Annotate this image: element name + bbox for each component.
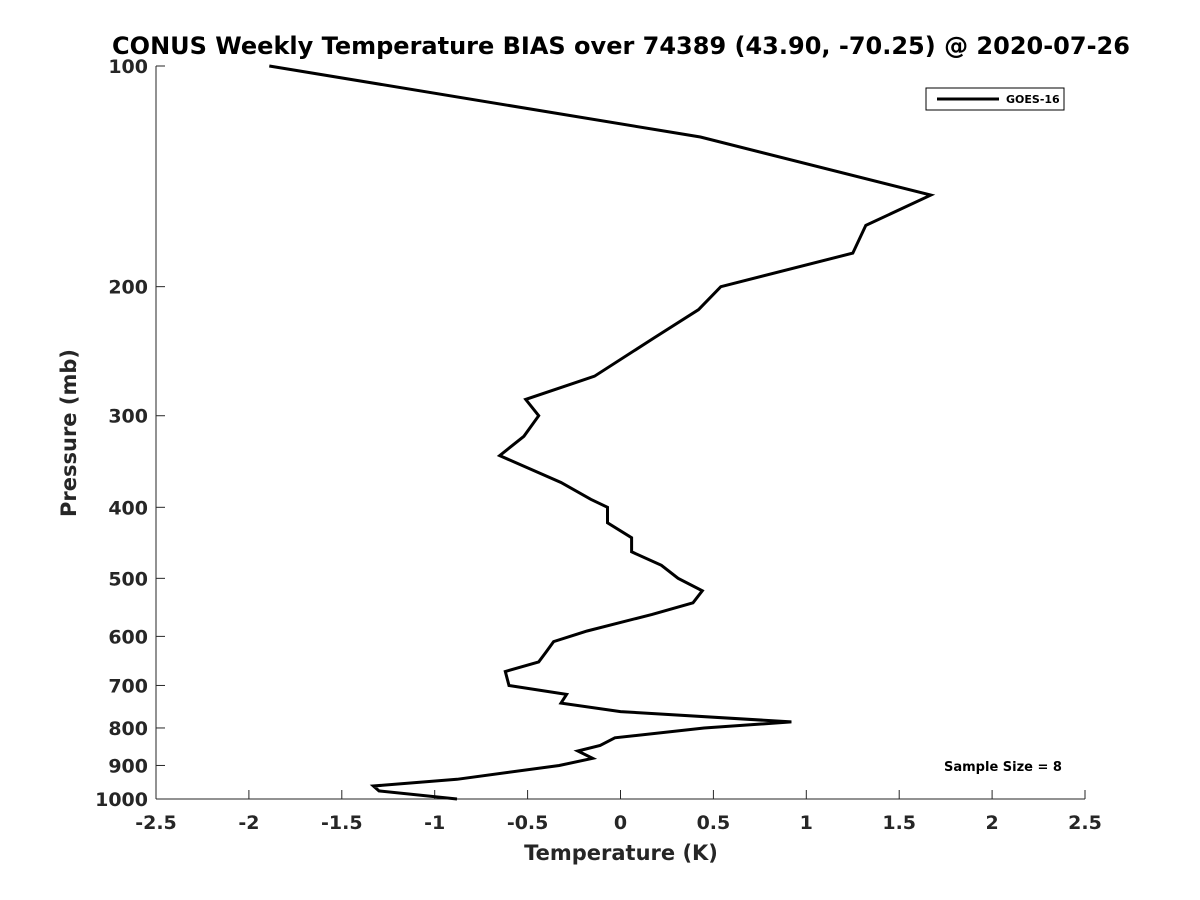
legend-label-goes-16: GOES-16 <box>1006 93 1060 106</box>
x-tick-label: 1.5 <box>882 812 916 834</box>
x-tick-label: -0.5 <box>507 812 549 834</box>
y-tick-label: 1000 <box>95 789 148 811</box>
x-tick-label: -1.5 <box>321 812 363 834</box>
plot-lines <box>269 64 936 801</box>
sample-size-annotation: Sample Size = 8 <box>944 760 1062 775</box>
x-tick-label: -2.5 <box>135 812 177 834</box>
x-tick-label: 2 <box>985 812 998 834</box>
y-tick-label: 900 <box>108 755 148 777</box>
x-tick-label: 2.5 <box>1068 812 1102 834</box>
axes: -2.5 -2 -1.5 -1 -0.5 0 0.5 1 1.5 2 2.5 100 200 300 400… <box>95 56 1102 834</box>
y-tick-label: 200 <box>108 277 148 299</box>
x-tick-label: -1 <box>424 812 445 834</box>
x-axis-title: Temperature (K) <box>524 841 718 865</box>
y-tick-label: 300 <box>108 406 148 428</box>
y-tick-label: 100 <box>108 56 148 78</box>
x-tick-label: 0.5 <box>697 812 731 834</box>
x-tick-label: -2 <box>238 812 259 834</box>
y-tick-label: 600 <box>108 626 148 648</box>
y-tick-label: 500 <box>108 568 148 590</box>
series-line-goes-16 <box>269 64 936 801</box>
legend: GOES-16 <box>925 87 1065 111</box>
x-tick-label: 0 <box>614 812 627 834</box>
y-tick-label: 800 <box>108 718 148 740</box>
y-tick-label: 400 <box>108 497 148 519</box>
chart-title: CONUS Weekly Temperature BIAS over 74389… <box>112 32 1130 60</box>
y-axis-title: Pressure (mb) <box>57 349 81 517</box>
x-tick-label: 1 <box>800 812 813 834</box>
y-tick-label: 700 <box>108 675 148 697</box>
